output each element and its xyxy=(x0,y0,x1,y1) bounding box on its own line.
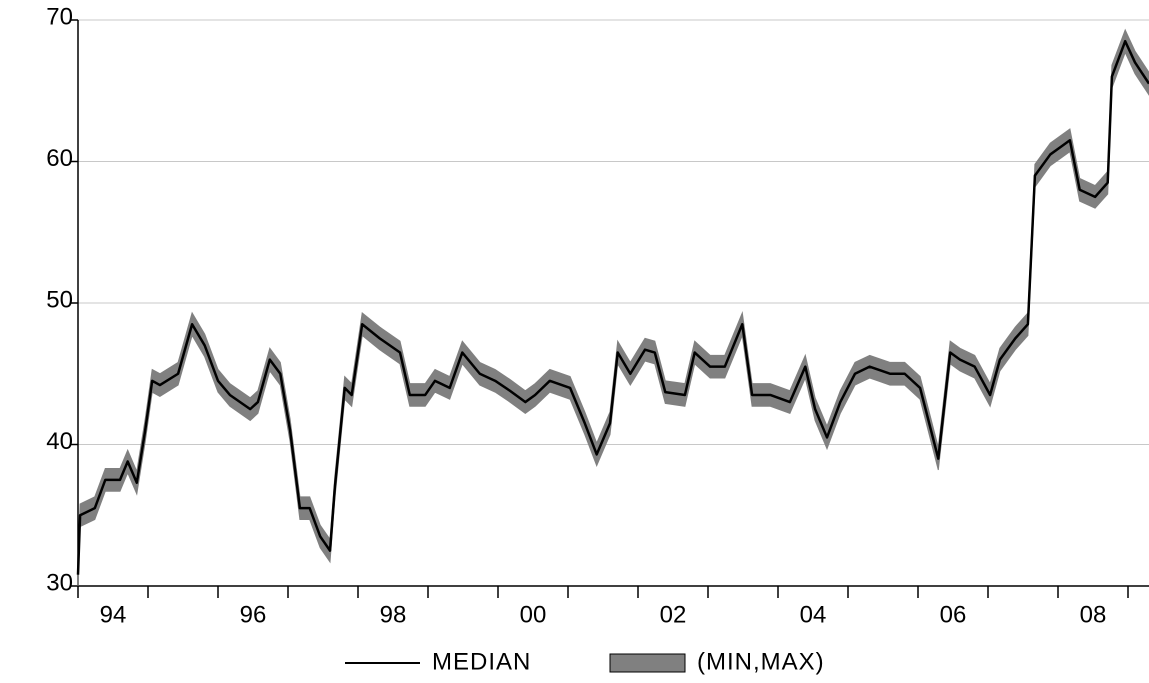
x-tick-label: 98 xyxy=(380,601,407,628)
min-max-band xyxy=(77,28,1149,587)
x-tick-label: 08 xyxy=(1080,601,1107,628)
y-tick-label: 60 xyxy=(46,145,73,172)
x-tick-label: 02 xyxy=(660,601,687,628)
y-tick-label: 40 xyxy=(46,428,73,455)
legend-swatch xyxy=(609,653,686,673)
x-tick-label: 96 xyxy=(240,601,267,628)
legend-label: MEDIAN xyxy=(432,648,531,675)
legend-label: (MIN,MAX) xyxy=(697,648,825,675)
median-line xyxy=(76,39,1149,575)
y-tick-label: 70 xyxy=(46,3,73,30)
y-tick-label: 50 xyxy=(46,286,73,313)
x-tick-label: 00 xyxy=(520,601,547,628)
y-tick-label: 30 xyxy=(46,569,73,596)
x-tick-label: 04 xyxy=(800,601,827,628)
x-tick-label: 06 xyxy=(940,601,967,628)
x-tick-label: 94 xyxy=(100,601,127,628)
